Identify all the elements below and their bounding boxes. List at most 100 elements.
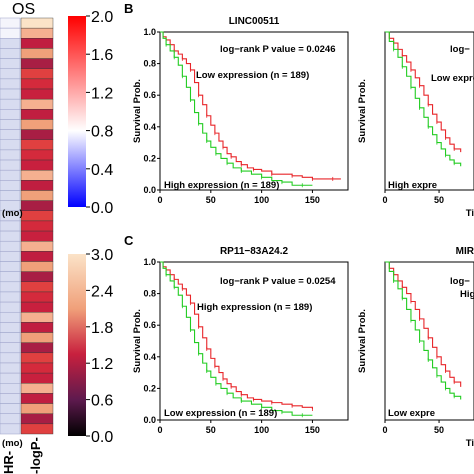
x-tick-label: 0 [382, 425, 387, 435]
x-tick-label: 0 [382, 195, 387, 205]
colorbar-tick-label: 0.6 [91, 393, 113, 410]
plot-frame [384, 261, 474, 421]
heatmap-cell-logp [20, 210, 54, 222]
y-axis-label: Survival Prob. [132, 309, 143, 373]
heatmap: OS HR- -logP- [0, 1, 54, 474]
survival-curve [385, 31, 462, 167]
x-axis-label: Time (mo) [0, 438, 23, 449]
y-tick-label: 0.4 [143, 352, 156, 362]
heatmap-cell-logp [20, 342, 54, 354]
heatmap-cell-hr [0, 393, 21, 404]
heatmap-cell-hr [0, 109, 21, 120]
heatmap-cell-hr [0, 261, 21, 272]
y-tick-label: 0.0 [143, 185, 156, 195]
x-tick-label: 0 [157, 195, 162, 205]
heatmap-cell-hr [0, 27, 21, 39]
colorbar-tick-label: 1.2 [91, 85, 113, 102]
plot-title: MIR [456, 246, 474, 257]
series-label: Low expression (n = 189) [196, 70, 309, 81]
colorbar-top-ticks: 2.0 1.6 1.2 0.8 0.4 0.0 [86, 9, 113, 217]
heatmap-cell-logp [20, 48, 54, 59]
heatmap-cell-hr [0, 403, 21, 414]
survival-curve [385, 261, 462, 387]
heatmap-cell-logp [20, 180, 54, 191]
heatmap-cell-logp [20, 149, 54, 161]
logrank-p-value: log− [450, 44, 470, 55]
heatmap-cell-logp [20, 362, 54, 374]
series-label: High expre [388, 180, 437, 191]
heatmap-cell-logp [20, 98, 54, 110]
heatmap-cell-hr [0, 291, 21, 303]
plot-title: RP11−83A24.2 [220, 246, 289, 257]
colorbar-tick-label: 1.2 [91, 356, 113, 373]
heatmap-cell-hr [0, 342, 21, 354]
heatmap-cell-logp [20, 230, 54, 242]
plot-frame [159, 261, 349, 421]
heatmap-cell-hr [0, 17, 21, 29]
y-axis-label: Survival Prob. [357, 79, 368, 143]
heatmap-cell-logp [20, 393, 54, 404]
heatmap-cell-logp [20, 220, 54, 232]
heatmap-cell-hr [0, 362, 21, 374]
heatmap-cell-hr [0, 240, 21, 252]
panel-letter-c: C [124, 233, 134, 248]
heatmap-cell-logp [20, 78, 54, 90]
x-tick-label: 100 [254, 195, 269, 205]
heatmap-cell-logp [20, 322, 54, 333]
heatmap-cell-hr [0, 332, 21, 343]
heatmap-cell-logp [20, 312, 54, 323]
heatmap-cell-hr [0, 88, 21, 100]
heatmap-cell-logp [20, 119, 54, 130]
colorbar-top-gradient [68, 16, 86, 207]
heatmap-cell-logp [20, 403, 54, 414]
km-plot-bottom-right-partial: MIR Survival Prob. 0 50 Ti High expre Low expr… [357, 246, 474, 449]
x-tick-label: 50 [434, 195, 444, 205]
heatmap-cell-hr [0, 251, 21, 262]
heatmap-cell-hr [0, 220, 21, 232]
heatmap-cell-hr [0, 78, 21, 90]
plot-title: LINC00511 [229, 16, 280, 27]
plot-frame [384, 31, 474, 191]
y-tick-label: 0.6 [143, 320, 156, 330]
series-label: Low expre [388, 408, 435, 419]
heatmap-cell-hr [0, 169, 21, 181]
y-tick-label: 0.6 [143, 90, 156, 100]
heatmap-cell-logp [20, 281, 54, 293]
series-label: High expression (n = 189) [164, 180, 279, 191]
heatmap-cell-logp [20, 423, 54, 435]
heatmap-cell-hr [0, 372, 21, 384]
y-axis-label: Survival Prob. [132, 79, 143, 143]
colorbar-tick-label: 2.0 [91, 9, 113, 26]
heatmap-cell-logp [20, 200, 54, 211]
x-tick-label: 150 [305, 195, 320, 205]
y-tick-label: 0.4 [143, 122, 156, 132]
x-tick-label: 150 [305, 425, 320, 435]
colorbar-tick-label: 2.4 [91, 283, 113, 300]
heatmap-cell-hr [0, 322, 21, 333]
heatmap-cell-logp [20, 38, 54, 49]
y-tick-label: 1.0 [143, 27, 156, 37]
hr-column-label: HR- [1, 451, 16, 474]
x-axis-label: Time (mo) [0, 208, 23, 219]
logrank-p-value: log−rank P value = 0.0246 [220, 44, 335, 55]
x-tick-label: 50 [206, 195, 216, 205]
colorbar-top: 2.0 1.6 1.2 0.8 0.4 0.0 [68, 9, 113, 217]
km-plot-rp11-83a24-2: RP11−83A24.2 0.0 0.2 0.4 0.6 0.8 1.0 Survival P… [0, 246, 349, 449]
colorbar-tick-label: 1.8 [91, 320, 113, 337]
heatmap-cell-hr [0, 139, 21, 151]
heatmap-cell-hr [0, 311, 21, 323]
heatmap-cell-hr [0, 271, 21, 283]
heatmap-cell-logp [20, 261, 54, 272]
series-label: High expression (n = 189) [197, 302, 312, 313]
heatmap-cell-hr [0, 68, 21, 80]
panel-letter-b: B [124, 1, 133, 16]
survival-curve [385, 261, 462, 400]
y-tick-label: 1.0 [143, 257, 156, 267]
heatmap-cell-logp [20, 413, 54, 425]
series-label: High expre [460, 289, 474, 300]
heatmap-cell-hr [0, 48, 21, 59]
heatmap-cell-hr [0, 383, 21, 394]
heatmap-cell-logp [20, 372, 54, 384]
heatmap-cell-logp [20, 190, 54, 201]
colorbar-tick-label: 0.8 [91, 124, 113, 141]
